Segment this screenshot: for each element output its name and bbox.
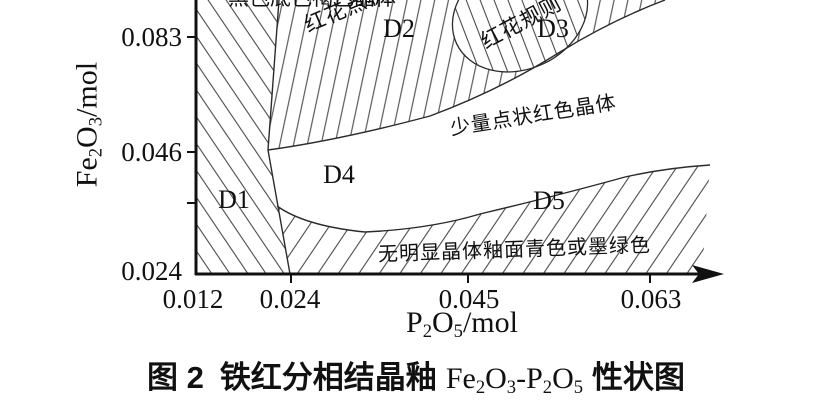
region-d2-label: D2 (383, 14, 415, 43)
phase-diagram-canvas (187, 0, 724, 283)
region-d4-label: D4 (323, 160, 355, 189)
caption-title: 铁红分相结晶釉 (219, 360, 437, 395)
y-tick-label-0024: 0.024 (121, 256, 182, 286)
region-d1-label: D1 (218, 185, 250, 214)
x-axis-title: P2O5/mol (406, 306, 518, 343)
region-d5-area (277, 165, 710, 274)
boundary-d4-d5 (276, 164, 711, 233)
figure-caption: 图 2 铁红分相结晶釉 Fe2O3-P2O5 性状图 (0, 352, 832, 399)
x-axis-arrowhead (692, 265, 724, 283)
y-tick-label-0046: 0.046 (121, 137, 182, 167)
region-d3-ellipse (451, 0, 589, 73)
x-tick-label-0012: 0.012 (162, 284, 224, 314)
y-axis-title: Fe2O3/mol (70, 61, 107, 188)
region-d1-area (196, 0, 290, 274)
x-tick-label-0024: 0.024 (259, 284, 321, 314)
y-tick-label-0083: 0.083 (121, 22, 182, 52)
x-tick-label-0063: 0.063 (620, 284, 682, 314)
x-tick-label-0045: 0.045 (438, 284, 500, 314)
region-d1-description: 黑色底色褐色晶体 (228, 0, 396, 12)
caption-formula: Fe2O3-P2O5 (445, 362, 584, 399)
region-d3-label: D3 (537, 14, 569, 43)
caption-suffix: 性状图 (592, 360, 686, 395)
caption-figure-number: 图 2 (146, 360, 204, 395)
boundary-d2-d4 (267, 0, 666, 151)
region-d5-label: D5 (533, 186, 565, 215)
